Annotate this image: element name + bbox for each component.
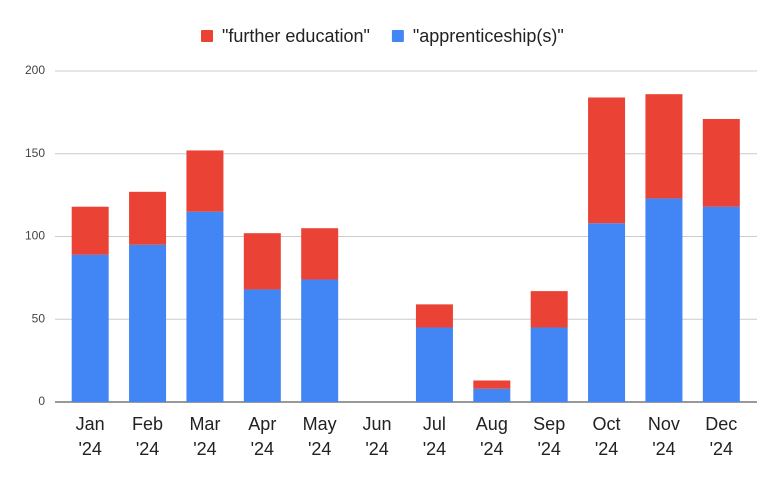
x-tick-label: Jan '24 [76, 414, 105, 459]
legend-swatch [391, 30, 404, 42]
x-tick-label: Jul '24 [423, 414, 446, 459]
x-tick-label: Feb '24 [132, 414, 163, 459]
bar-segment [301, 279, 339, 402]
bar-segment [588, 97, 626, 224]
y-tick-label: 0 [38, 394, 45, 408]
bar-segment [243, 289, 281, 402]
bar-segment [243, 233, 281, 290]
y-tick-label: 200 [25, 63, 45, 77]
legend-label: "further education" [222, 26, 370, 46]
bar-segment [186, 211, 224, 402]
x-tick-label: May '24 [303, 414, 337, 459]
bar-segment [415, 304, 453, 328]
bar-segment [473, 388, 511, 402]
bar-segment [645, 94, 683, 199]
x-tick-label: Nov '24 [648, 414, 680, 459]
legend-swatch [201, 30, 213, 42]
x-tick-label: Sep '24 [533, 414, 565, 459]
bar-segment [702, 118, 740, 207]
bar-segment [301, 228, 339, 280]
bar-segment [530, 327, 568, 402]
y-tick-label: 150 [25, 146, 45, 160]
bar-segment [588, 223, 626, 402]
y-tick-label: 50 [32, 311, 46, 325]
bar-segment [71, 206, 109, 255]
x-tick-label: Apr '24 [248, 414, 276, 459]
bar-segment [186, 150, 224, 212]
x-tick-label: Oct '24 [593, 414, 621, 459]
bar-segment [71, 254, 109, 402]
legend-label: "apprenticeship(s)" [413, 26, 564, 46]
x-tick-label: Dec '24 [705, 414, 737, 459]
bar-segment [702, 206, 740, 402]
bar-segment [415, 327, 453, 402]
bar-segment [473, 380, 511, 389]
y-tick-label: 100 [25, 229, 45, 243]
bar-segment [129, 244, 167, 402]
x-tick-label: Mar '24 [189, 414, 220, 459]
bar-segment [530, 291, 568, 328]
x-tick-label: Jun '24 [363, 414, 392, 459]
bar-segment [645, 198, 683, 402]
bar-segment [129, 191, 167, 245]
x-tick-label: Aug '24 [476, 414, 508, 459]
